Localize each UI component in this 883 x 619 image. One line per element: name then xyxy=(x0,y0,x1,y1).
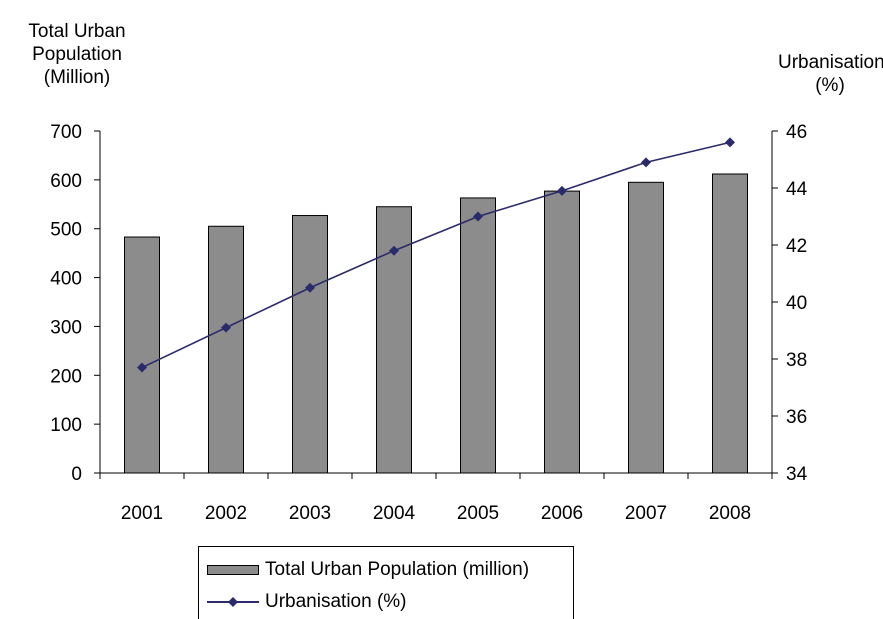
bar xyxy=(544,190,580,474)
left-tick-label: 100 xyxy=(50,415,82,436)
left-tick-label: 0 xyxy=(71,464,82,485)
left-axis-title-line: (Million) xyxy=(43,67,111,88)
line-point xyxy=(305,282,315,293)
line-point xyxy=(137,362,147,373)
axes-group: 0 100 200 300 400 500 600 700 34 36 38 40 42 44 46 2001… xyxy=(50,122,807,524)
x-tick-label: 2001 xyxy=(121,503,163,524)
x-tick-label: 2008 xyxy=(709,503,751,524)
left-tick-label: 400 xyxy=(50,269,82,290)
x-tick-label: 2007 xyxy=(625,503,667,524)
x-tick-label: 2005 xyxy=(457,503,499,524)
left-tick-label: 700 xyxy=(50,122,82,143)
right-tick-label: 38 xyxy=(786,350,807,371)
right-tick-label: 36 xyxy=(786,407,807,428)
x-tick-label: 2006 xyxy=(541,503,583,524)
left-tick-label: 200 xyxy=(50,366,82,387)
left-axis-title-line: Population xyxy=(32,44,122,65)
right-axis-title-line: (%) xyxy=(815,75,845,96)
legend-bar-swatch xyxy=(207,565,259,575)
right-tick-label: 46 xyxy=(786,122,807,143)
right-tick-label: 42 xyxy=(786,236,807,257)
legend-line-swatch xyxy=(207,597,259,607)
x-tick-label: 2003 xyxy=(289,503,331,524)
right-tick-label: 34 xyxy=(786,464,808,485)
legend-item-population: Total Urban Population (million) xyxy=(207,555,529,585)
x-tick-label: 2002 xyxy=(205,503,247,524)
left-tick-label: 300 xyxy=(50,317,82,338)
right-axis-title-line: Urbanisation xyxy=(778,52,883,73)
left-tick-label: 600 xyxy=(50,171,82,192)
bars-group xyxy=(124,173,748,474)
bar xyxy=(628,181,664,474)
bar xyxy=(292,215,328,474)
left-axis-title-line: Total Urban xyxy=(28,21,126,42)
urbanisation-line xyxy=(141,141,731,369)
bar xyxy=(712,173,748,474)
line-series-group xyxy=(137,137,735,373)
line-point xyxy=(473,211,483,222)
right-tick-label: 40 xyxy=(786,293,807,314)
line-point xyxy=(641,157,651,168)
bar xyxy=(460,197,496,474)
right-axis-title: Urbanisation (%) xyxy=(778,51,883,97)
left-axis-title: Total Urban Population (Million) xyxy=(12,20,142,89)
legend-item-urbanisation: Urbanisation (%) xyxy=(207,587,407,617)
line-point xyxy=(221,322,231,333)
x-tick-label: 2004 xyxy=(373,503,416,524)
line-point xyxy=(557,185,567,196)
line-point xyxy=(389,245,399,256)
right-tick-label: 44 xyxy=(786,179,808,200)
legend: Total Urban Population (million) Urbanis… xyxy=(198,546,574,619)
bar xyxy=(208,225,244,474)
legend-label-population: Total Urban Population (million) xyxy=(265,559,530,580)
line-point xyxy=(725,137,735,148)
left-tick-label: 500 xyxy=(50,220,82,241)
legend-label-urbanisation: Urbanisation (%) xyxy=(265,591,407,612)
bar xyxy=(124,236,160,474)
